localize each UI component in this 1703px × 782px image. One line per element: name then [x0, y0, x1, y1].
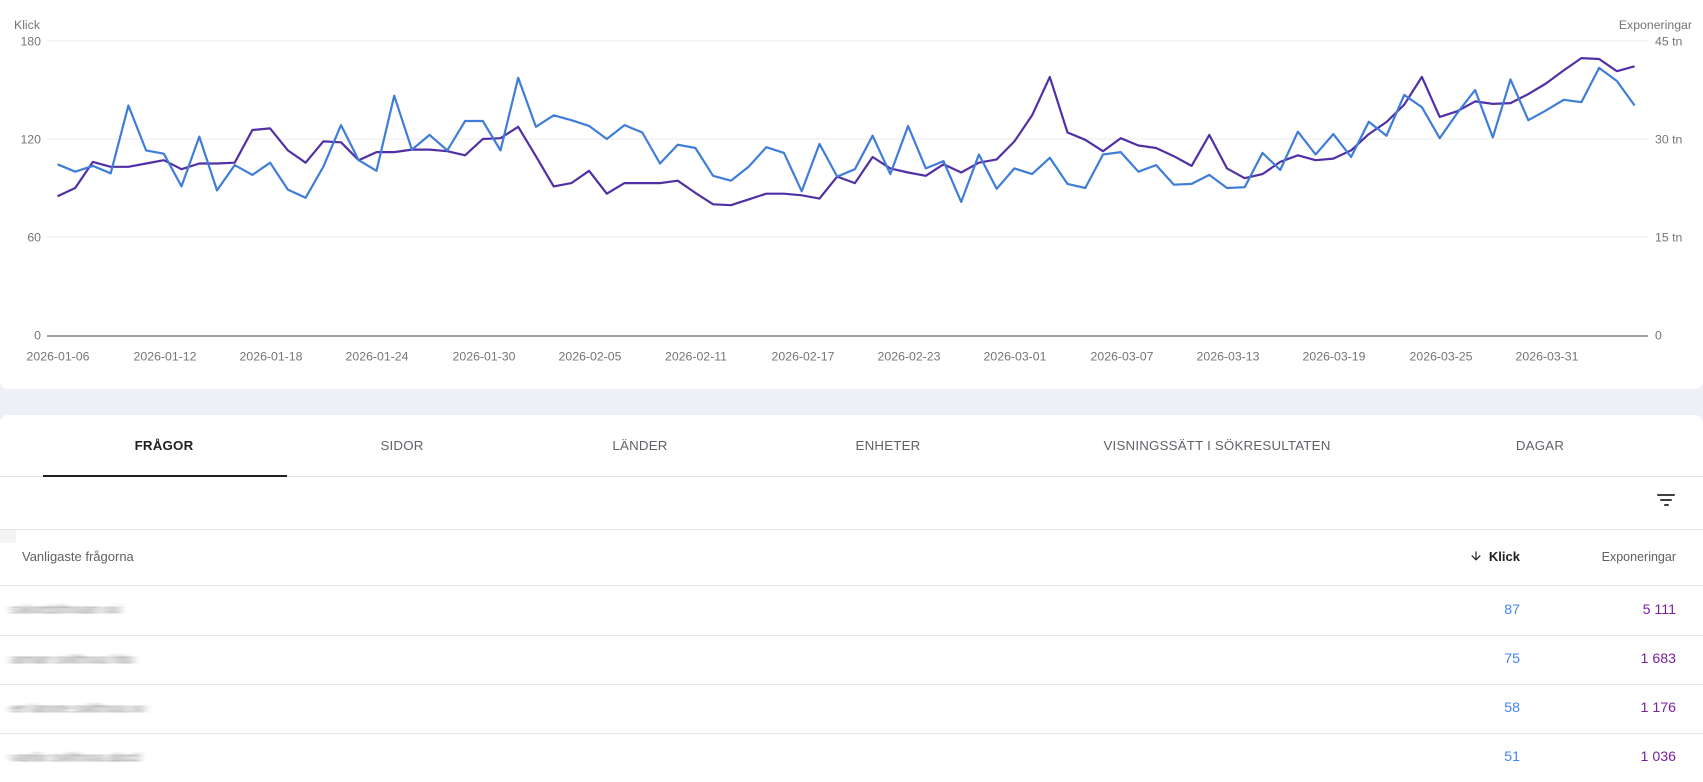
svg-text:Klick: Klick: [14, 18, 41, 32]
svg-text:2026-03-01: 2026-03-01: [984, 350, 1047, 364]
svg-text:180: 180: [20, 35, 41, 49]
svg-text:2026-01-06: 2026-01-06: [27, 350, 90, 364]
svg-text:2026-01-24: 2026-01-24: [346, 350, 409, 364]
svg-text:60: 60: [27, 231, 41, 245]
svg-text:2026-03-25: 2026-03-25: [1410, 350, 1473, 364]
svg-text:2026-03-07: 2026-03-07: [1091, 350, 1154, 364]
svg-text:15 tn: 15 tn: [1655, 231, 1683, 245]
svg-text:2026-03-13: 2026-03-13: [1197, 350, 1260, 364]
svg-text:2026-02-05: 2026-02-05: [559, 350, 622, 364]
svg-text:120: 120: [20, 133, 41, 147]
svg-text:2026-03-19: 2026-03-19: [1303, 350, 1366, 364]
svg-text:45 tn: 45 tn: [1655, 35, 1683, 49]
svg-text:2026-02-23: 2026-02-23: [878, 350, 941, 364]
svg-text:0: 0: [34, 329, 41, 343]
svg-text:2026-02-11: 2026-02-11: [665, 350, 727, 364]
svg-text:30 tn: 30 tn: [1655, 133, 1683, 147]
svg-text:2026-02-17: 2026-02-17: [772, 350, 835, 364]
svg-text:2026-01-12: 2026-01-12: [134, 350, 197, 364]
svg-text:2026-03-31: 2026-03-31: [1516, 350, 1579, 364]
svg-text:2026-01-30: 2026-01-30: [453, 350, 516, 364]
svg-text:2026-01-18: 2026-01-18: [240, 350, 303, 364]
svg-text:0: 0: [1655, 329, 1662, 343]
svg-text:Exponeringar: Exponeringar: [1619, 18, 1692, 32]
